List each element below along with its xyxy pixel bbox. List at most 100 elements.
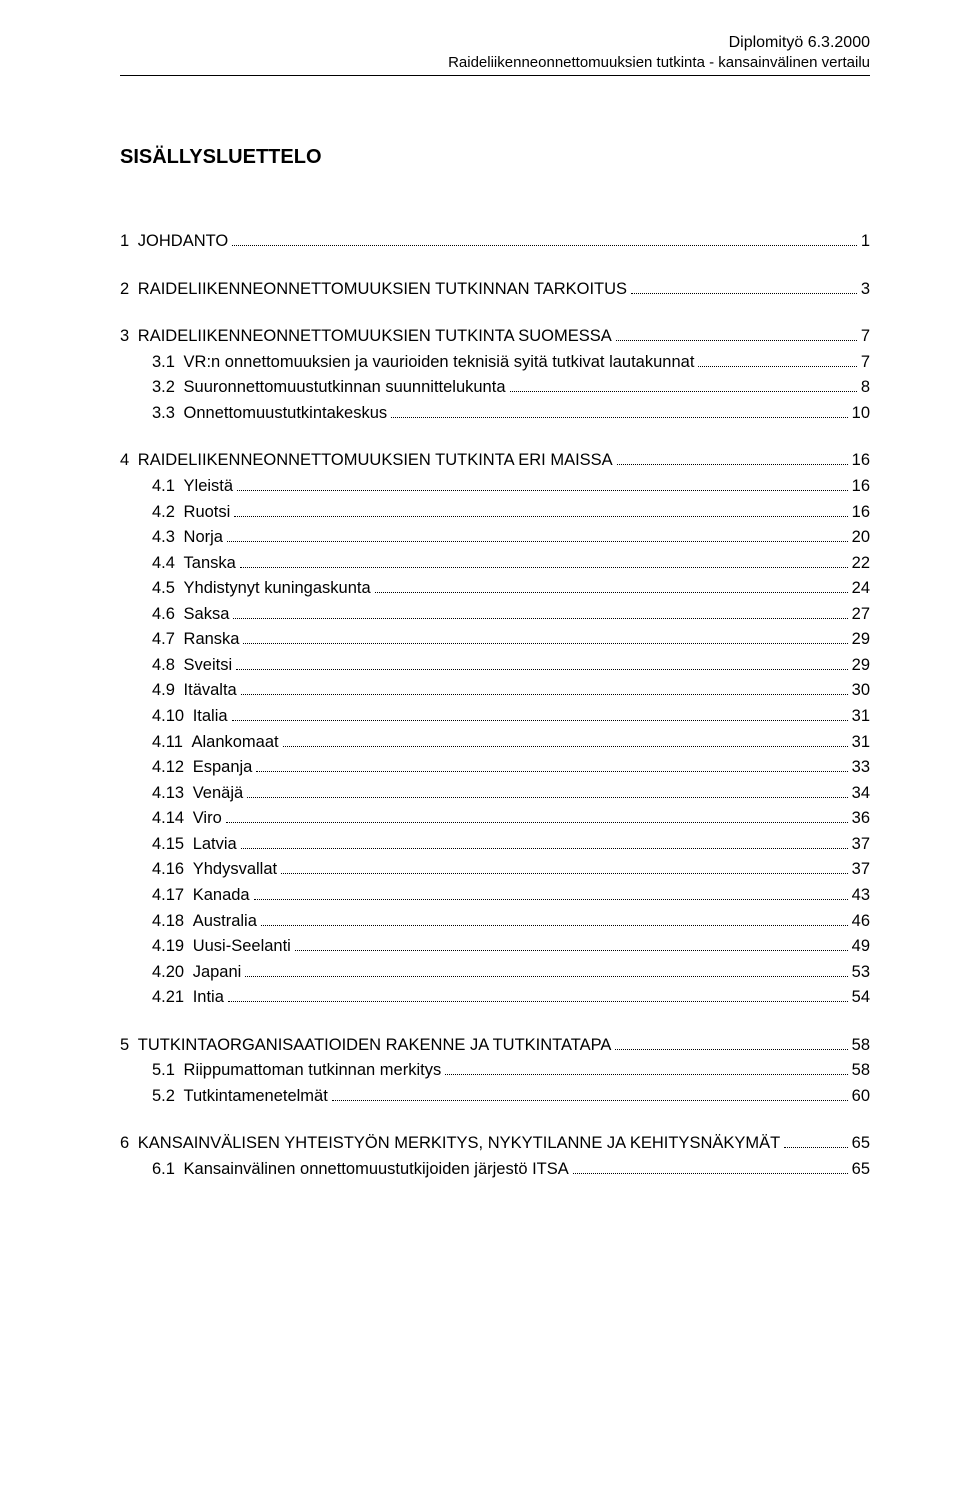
toc-label: Latvia xyxy=(188,832,237,858)
page-title: SISÄLLYSLUETTELO xyxy=(120,146,870,169)
toc-number: 4.5 xyxy=(152,576,175,602)
toc-page-number: 10 xyxy=(852,401,870,427)
header-right-top: Diplomityö 6.3.2000 xyxy=(120,34,870,52)
toc-label: Saksa xyxy=(179,602,229,628)
toc-leader xyxy=(698,366,856,367)
toc-label: Venäjä xyxy=(188,781,243,807)
toc-number: 4.17 xyxy=(152,883,184,909)
toc-row: 4.1 Yleistä16 xyxy=(120,474,870,500)
toc-leader xyxy=(226,822,848,823)
toc-leader xyxy=(784,1147,847,1148)
toc-page-number: 1 xyxy=(861,229,870,255)
toc-leader xyxy=(445,1074,847,1075)
toc-row: 4.20 Japani53 xyxy=(120,960,870,986)
toc-number: 4.16 xyxy=(152,857,184,883)
toc-row: 4.2 Ruotsi16 xyxy=(120,500,870,526)
toc-leader xyxy=(283,746,848,747)
toc-row: 4.14 Viro36 xyxy=(120,806,870,832)
toc-leader xyxy=(375,592,848,593)
toc-label: RAIDELIIKENNEONNETTOMUUKSIEN TUTKINTA SU… xyxy=(133,324,612,350)
toc-label: Itävalta xyxy=(179,678,237,704)
toc-row: 1 JOHDANTO1 xyxy=(120,229,870,255)
toc-row: 4.7 Ranska29 xyxy=(120,627,870,653)
toc-number: 4.12 xyxy=(152,755,184,781)
toc-label: Alankomaat xyxy=(187,730,279,756)
toc-page-number: 16 xyxy=(852,500,870,526)
toc-page-number: 30 xyxy=(852,678,870,704)
toc-leader xyxy=(391,417,848,418)
toc-number: 3 xyxy=(120,324,129,350)
toc-label: RAIDELIIKENNEONNETTOMUUKSIEN TUTKINTA ER… xyxy=(133,448,613,474)
toc-number: 4.20 xyxy=(152,960,184,986)
toc-page-number: 7 xyxy=(861,350,870,376)
toc-leader xyxy=(232,720,848,721)
toc-label: TUTKINTAORGANISAATIOIDEN RAKENNE JA TUTK… xyxy=(133,1033,611,1059)
toc-row: 5.2 Tutkintamenetelmät60 xyxy=(120,1084,870,1110)
toc-label: Yhdistynyt kuningaskunta xyxy=(179,576,371,602)
toc-label: JOHDANTO xyxy=(133,229,228,255)
toc-number: 4.10 xyxy=(152,704,184,730)
toc-row: 5.1 Riippumattoman tutkinnan merkitys 58 xyxy=(120,1058,870,1084)
toc-row: 3.2 Suuronnettomuustutkinnan suunnittelu… xyxy=(120,375,870,401)
toc-leader xyxy=(243,643,847,644)
toc-number: 4.3 xyxy=(152,525,175,551)
toc-leader xyxy=(254,899,848,900)
toc-label: Yleistä xyxy=(179,474,233,500)
toc-leader xyxy=(247,797,847,798)
toc-page-number: 43 xyxy=(852,883,870,909)
toc-page-number: 58 xyxy=(852,1058,870,1084)
toc-leader xyxy=(245,976,847,977)
toc-leader xyxy=(233,618,847,619)
toc-leader xyxy=(631,293,857,294)
toc-number: 4.14 xyxy=(152,806,184,832)
toc-row: 4.13 Venäjä 34 xyxy=(120,781,870,807)
toc-page-number: 54 xyxy=(852,985,870,1011)
toc-label: Uusi-Seelanti xyxy=(188,934,291,960)
toc-number: 4.18 xyxy=(152,909,184,935)
toc-row: 4.9 Itävalta 30 xyxy=(120,678,870,704)
toc-number: 4.13 xyxy=(152,781,184,807)
toc-row: 4.11 Alankomaat31 xyxy=(120,730,870,756)
toc-leader xyxy=(510,391,857,392)
toc-page-number: 16 xyxy=(852,448,870,474)
toc-page-number: 29 xyxy=(852,627,870,653)
toc-page-number: 34 xyxy=(852,781,870,807)
toc-page-number: 3 xyxy=(861,277,870,303)
toc-page-number: 20 xyxy=(852,525,870,551)
toc-leader xyxy=(241,848,848,849)
toc-row: 4.10 Italia 31 xyxy=(120,704,870,730)
toc-leader xyxy=(573,1173,848,1174)
toc-page-number: 29 xyxy=(852,653,870,679)
toc-row: 3.1 VR:n onnettomuuksien ja vaurioiden t… xyxy=(120,350,870,376)
toc-label: Onnettomuustutkintakeskus xyxy=(179,401,387,427)
toc-row: 4 RAIDELIIKENNEONNETTOMUUKSIEN TUTKINTA … xyxy=(120,448,870,474)
toc-leader xyxy=(615,1049,847,1050)
toc-number: 4.6 xyxy=(152,602,175,628)
toc-number: 6.1 xyxy=(152,1157,175,1183)
toc-leader xyxy=(227,541,848,542)
toc-row: 3.3 Onnettomuustutkintakeskus10 xyxy=(120,401,870,427)
toc-row: 4.17 Kanada43 xyxy=(120,883,870,909)
toc-label: Intia xyxy=(188,985,224,1011)
toc-row: 4.4 Tanska22 xyxy=(120,551,870,577)
toc-number: 4.21 xyxy=(152,985,184,1011)
toc-page-number: 22 xyxy=(852,551,870,577)
toc-label: Riippumattoman tutkinnan merkitys xyxy=(179,1058,441,1084)
toc-leader xyxy=(232,245,857,246)
toc-leader xyxy=(241,694,848,695)
toc-label: Italia xyxy=(188,704,227,730)
toc-number: 4.15 xyxy=(152,832,184,858)
toc-leader xyxy=(261,925,848,926)
toc-number: 5 xyxy=(120,1033,129,1059)
toc-row: 4.12 Espanja33 xyxy=(120,755,870,781)
toc-number: 4.9 xyxy=(152,678,175,704)
toc-number: 5.1 xyxy=(152,1058,175,1084)
toc-row: 6 KANSAINVÄLISEN YHTEISTYÖN MERKITYS, NY… xyxy=(120,1131,870,1157)
toc-page-number: 65 xyxy=(852,1131,870,1157)
toc-row: 6.1 Kansainvälinen onnettomuustutkijoide… xyxy=(120,1157,870,1183)
toc-number: 4.11 xyxy=(152,730,183,756)
toc-label: Sveitsi xyxy=(179,653,232,679)
toc-page-number: 36 xyxy=(852,806,870,832)
toc-page-number: 31 xyxy=(852,704,870,730)
toc-leader xyxy=(617,464,848,465)
